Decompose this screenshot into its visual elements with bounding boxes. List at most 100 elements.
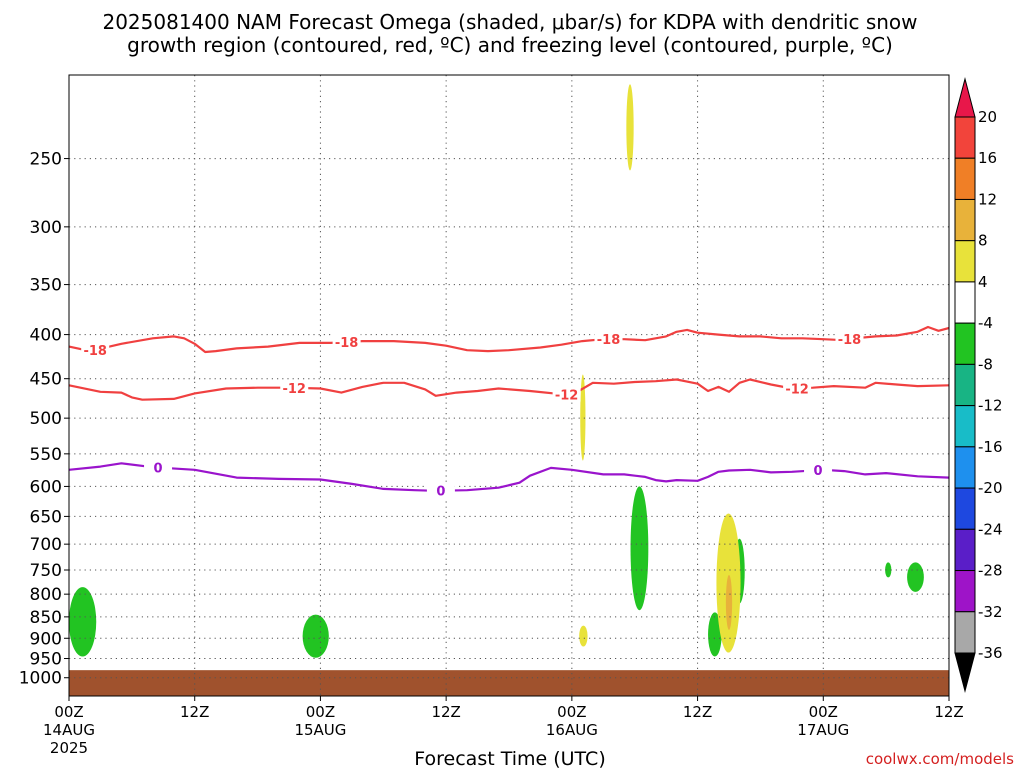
x-tick-label: 12Z bbox=[683, 703, 712, 721]
y-tick-label: 400 bbox=[30, 326, 62, 346]
colorbar-label: -8 bbox=[978, 355, 993, 373]
contour-label: -18 bbox=[83, 344, 107, 359]
x-tick-label: 12Z bbox=[431, 703, 460, 721]
colorbar-label: 20 bbox=[978, 108, 997, 126]
y-tick-label: 250 bbox=[30, 150, 62, 170]
plot-area: -18 -18 -18 -18 -12 -12 -12 0 0 0 bbox=[68, 74, 950, 697]
contour-label-bg bbox=[552, 386, 581, 402]
y-tick-label: 300 bbox=[30, 218, 62, 238]
contour-label-bg bbox=[835, 331, 864, 347]
colorbar-label: -36 bbox=[978, 644, 1003, 662]
colorbar-label: -20 bbox=[978, 479, 1003, 497]
colorbar-swatch bbox=[954, 528, 976, 572]
y-tick-label: 650 bbox=[30, 507, 62, 527]
contour-label: 0 bbox=[814, 464, 823, 479]
contour-label-bg bbox=[594, 331, 623, 347]
contour-label-bg bbox=[332, 333, 361, 349]
x-axis-title: Forecast Time (UTC) bbox=[414, 748, 605, 768]
colorbar-swatch bbox=[954, 363, 976, 407]
omega-area-9 bbox=[626, 84, 634, 171]
colorbar-swatch bbox=[954, 116, 976, 159]
contour-label: 0 bbox=[154, 462, 163, 477]
surface-fill bbox=[69, 670, 949, 696]
x-tick-label: 00Z bbox=[306, 703, 335, 721]
watermark-label: coolwx.com/models bbox=[866, 750, 1014, 768]
colorbar-swatch bbox=[954, 446, 976, 489]
colorbar-label: -16 bbox=[978, 438, 1003, 456]
y-tick-label: 550 bbox=[30, 445, 62, 465]
y-tick-label: 700 bbox=[30, 535, 62, 555]
y-tick-label: 900 bbox=[30, 629, 62, 649]
omega-area-3 bbox=[708, 612, 722, 657]
y-tick-label: 450 bbox=[30, 370, 62, 390]
contour-label-bg bbox=[81, 341, 110, 357]
y-tick-label: 500 bbox=[30, 409, 62, 429]
colorbar-label: 16 bbox=[978, 149, 997, 167]
contour-label-bg bbox=[144, 459, 173, 475]
surface-fill-layer bbox=[69, 670, 949, 696]
colorbar-swatch bbox=[954, 487, 976, 530]
y-tick-label: 950 bbox=[30, 650, 62, 670]
omega-area-6 bbox=[885, 562, 892, 578]
contour-label: -18 bbox=[597, 333, 621, 348]
colorbar-label: 12 bbox=[978, 190, 997, 208]
y-tick-label: 600 bbox=[30, 477, 62, 497]
colorbar-bottom-triangle bbox=[954, 652, 976, 693]
y-tick-label: 1000 bbox=[19, 669, 62, 689]
y-tick-label: 800 bbox=[30, 585, 62, 605]
x-tick-date: 17AUG bbox=[797, 721, 849, 739]
y-tick-label: 750 bbox=[30, 561, 62, 581]
contour-label: -12 bbox=[555, 389, 579, 404]
contour-label-bg bbox=[426, 482, 455, 498]
omega-area-1 bbox=[302, 614, 329, 658]
contour-label: -12 bbox=[785, 382, 809, 397]
contour-line-2 bbox=[68, 462, 950, 492]
colorbar-top-triangle bbox=[954, 77, 976, 118]
y-tick-label: 850 bbox=[30, 608, 62, 628]
plot-background bbox=[69, 75, 949, 696]
chart-title-line1: 2025081400 NAM Forecast Omega (shaded, μ… bbox=[102, 10, 917, 34]
x-tick-label: 00Z bbox=[557, 703, 586, 721]
omega-area-8 bbox=[580, 374, 586, 461]
colorbar-swatch bbox=[954, 240, 976, 283]
colorbar-swatch bbox=[954, 405, 976, 448]
contour-label: -18 bbox=[838, 333, 862, 348]
x-tick-label: 00Z bbox=[54, 703, 83, 721]
colorbar-swatch bbox=[954, 198, 976, 242]
x-tick-date: 15AUG bbox=[294, 721, 346, 739]
colorbar-label: -12 bbox=[978, 397, 1003, 415]
colorbar-label: 4 bbox=[978, 273, 988, 291]
colorbar-label: -32 bbox=[978, 603, 1003, 621]
x-tick-year: 2025 bbox=[50, 739, 88, 757]
omega-area-0 bbox=[69, 587, 97, 657]
colorbar-swatch bbox=[954, 322, 976, 365]
colorbar-label: -4 bbox=[978, 314, 993, 332]
y-axis: 2503003504004505005506006507007508008509… bbox=[19, 150, 69, 689]
x-tick-label: 12Z bbox=[180, 703, 209, 721]
contour-label: -18 bbox=[335, 336, 359, 351]
colorbar-swatch bbox=[954, 157, 976, 200]
grid-layer bbox=[69, 75, 949, 696]
y-tick-label: 350 bbox=[30, 276, 62, 296]
omega-area-5 bbox=[907, 562, 924, 592]
omega-area-11 bbox=[725, 574, 733, 630]
contour-label-bg bbox=[783, 380, 812, 396]
omega-shading-layer bbox=[69, 84, 924, 658]
colorbar-label: 8 bbox=[978, 232, 988, 250]
chart-title-line2: growth region (contoured, red, ºC) and f… bbox=[127, 33, 893, 57]
omega-area-2 bbox=[630, 486, 649, 611]
plot-frame bbox=[68, 74, 950, 697]
contour-label-bg bbox=[804, 462, 833, 478]
colorbar-swatch bbox=[954, 611, 976, 654]
x-tick-date: 16AUG bbox=[546, 721, 598, 739]
colorbar-label: -24 bbox=[978, 520, 1003, 538]
contour-label-bg bbox=[280, 379, 309, 395]
colorbar-label: -28 bbox=[978, 562, 1003, 580]
contour-label: -12 bbox=[282, 382, 306, 397]
colorbar: 20 16 12 8 4 -4 -8 -12 -16 -20 -24 -28 -32 -36 bbox=[954, 77, 1003, 693]
x-tick-date: 14AUG bbox=[43, 721, 95, 739]
contour-layer: -18 -18 -18 -18 -12 -12 -12 0 0 0 bbox=[68, 325, 950, 500]
x-tick-label: 12Z bbox=[934, 703, 963, 721]
